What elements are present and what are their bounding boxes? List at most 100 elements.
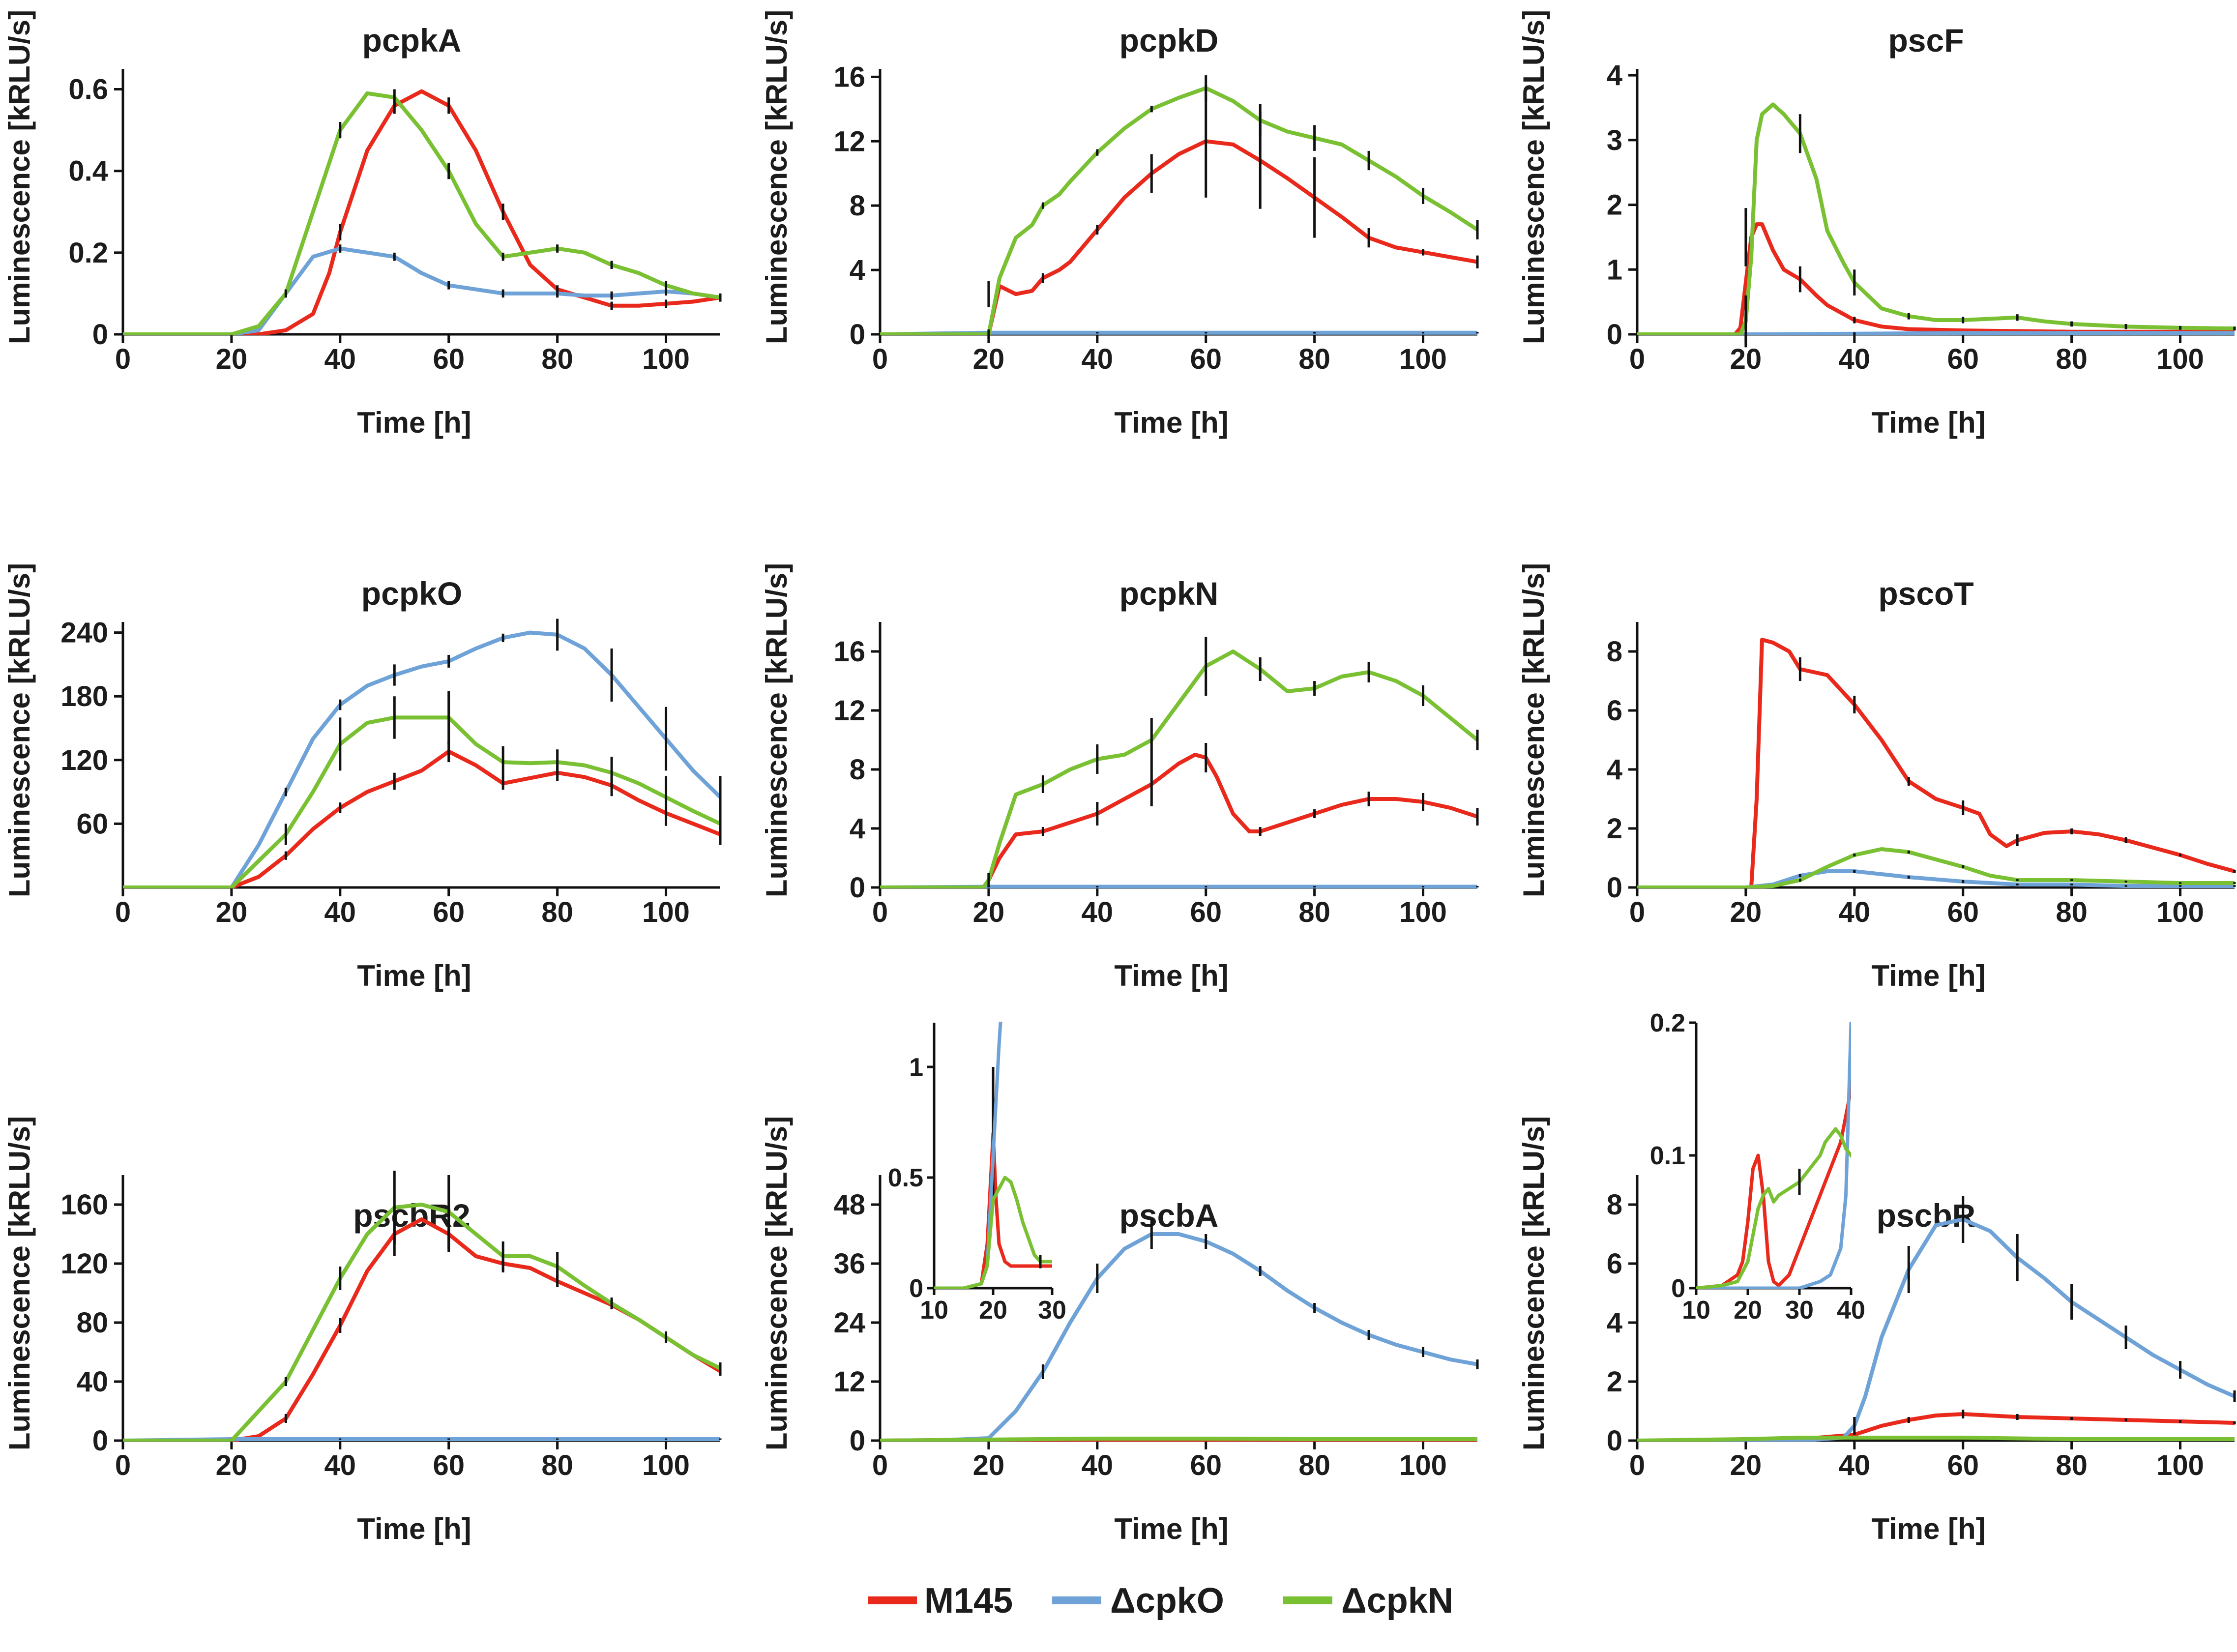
y-axis-label: Luminescence [kRLU/s] (3, 563, 36, 897)
series-line-dcpkn (880, 86, 1477, 335)
y-tick-label: 2 (1607, 813, 1622, 845)
series-dcpko (1637, 869, 2236, 888)
x-tick-label: 60 (433, 1449, 465, 1481)
x-tick-label: 0 (872, 343, 888, 375)
y-tick-label: 12 (833, 695, 865, 727)
series-line-m145 (123, 1217, 720, 1442)
legend-item-dcpko: ΔcpkO (1052, 1581, 1224, 1621)
y-tick-label: 2 (1607, 189, 1622, 221)
x-tick-label: 40 (1082, 896, 1114, 928)
x-tick-label: 20 (973, 896, 1005, 928)
y-tick-label: 6 (1607, 695, 1622, 727)
x-tick-label: 0 (1629, 1449, 1645, 1481)
x-tick-label: 0 (872, 896, 888, 928)
series-line-m145 (1696, 1066, 1851, 1289)
y-tick-label: 48 (833, 1189, 865, 1221)
series-m145 (123, 1212, 722, 1442)
series-line-dcpkn (880, 649, 1477, 888)
series-dcpkn (123, 1171, 722, 1442)
x-tick-label: 60 (1190, 1449, 1222, 1481)
x-tick-label: 80 (2056, 1449, 2088, 1481)
series-line-dcpkn (123, 91, 720, 335)
chart-panel-pcpkn: pcpkN 0 20 40 60 80 100 0 4 8 12 16 Time [h] Luminesc… (760, 563, 1479, 992)
y-tick-label: 0 (1607, 872, 1622, 904)
x-axis-label: Time [h] (357, 406, 471, 439)
x-axis-label: Time [h] (1871, 1512, 1985, 1545)
inset-y-tick-label: 0.2 (1650, 1009, 1685, 1037)
y-tick-label: 0 (1607, 319, 1622, 351)
x-tick-label: 60 (433, 343, 465, 375)
series-line-dcpko (1637, 869, 2235, 888)
chart-title: pscF (1888, 22, 1964, 59)
x-tick-label: 60 (1947, 896, 1979, 928)
x-tick-label: 0 (872, 1449, 888, 1481)
series-m145 (880, 743, 1479, 888)
x-tick-label: 0 (115, 896, 131, 928)
y-tick-label: 80 (76, 1307, 108, 1339)
y-tick-label: 160 (60, 1189, 108, 1221)
series-line-dcpkn (880, 1437, 1477, 1442)
y-tick-label: 1 (1607, 254, 1622, 286)
inset-y-tick-label: 0 (909, 1274, 923, 1303)
y-tick-label: 180 (60, 680, 108, 712)
x-tick-label: 0 (115, 343, 131, 375)
y-tick-label: 4 (1607, 1307, 1622, 1339)
x-tick-label: 80 (2056, 343, 2088, 375)
y-tick-label: 0 (850, 1425, 865, 1457)
series-line-m145 (123, 89, 720, 335)
series-line-dcpkn (1637, 102, 2235, 335)
x-tick-label: 80 (1298, 1449, 1330, 1481)
inset-x-tick-label: 30 (1038, 1296, 1066, 1325)
series-line-dcpkn (934, 1176, 1052, 1289)
chart-title: pcpkO (361, 575, 462, 612)
series-dcpkn (1637, 1436, 2235, 1442)
series-dcpkn (880, 1437, 1477, 1442)
y-tick-label: 3 (1607, 124, 1622, 156)
chart-title: pcpkA (362, 22, 462, 59)
y-tick-label: 0.2 (68, 237, 108, 269)
x-tick-label: 40 (1839, 1449, 1871, 1481)
x-tick-label: 80 (541, 896, 573, 928)
x-tick-label: 100 (642, 343, 690, 375)
inset-series-dcpkn (1696, 1127, 1851, 1289)
inset-background (1696, 1023, 1851, 1288)
inset-y-tick-label: 1 (909, 1053, 923, 1082)
y-tick-label: 0.6 (68, 74, 108, 106)
y-axis-label: Luminescence [kRLU/s] (1517, 1116, 1550, 1450)
series-dcpkn (880, 637, 1479, 888)
x-axis-label: Time [h] (357, 959, 471, 992)
series-line-m145 (1637, 638, 2235, 888)
y-tick-label: 4 (850, 813, 865, 845)
series-line-dcpko (1696, 1022, 1851, 1289)
y-tick-label: 0 (850, 872, 865, 904)
inset-x-tick-label: 10 (920, 1296, 948, 1325)
legend: M145 ΔcpkO ΔcpkN (868, 1581, 1453, 1621)
x-tick-label: 40 (324, 896, 356, 928)
y-axis-label: Luminescence [kRLU/s] (760, 10, 793, 344)
x-tick-label: 20 (973, 343, 1005, 375)
x-tick-label: 80 (1298, 343, 1330, 375)
series-m145 (1637, 208, 2235, 335)
x-tick-label: 40 (1839, 343, 1871, 375)
y-tick-label: 0 (92, 1425, 108, 1457)
y-tick-label: 240 (60, 617, 108, 649)
chart-panel-pcpko: pcpkO 0 20 40 60 80 100 60 120 180 240 Time [h] Lumi… (3, 563, 722, 992)
y-tick-label: 6 (1607, 1248, 1622, 1280)
inset-x-tick-label: 10 (1682, 1296, 1710, 1325)
series-dcpkn (123, 89, 722, 335)
chart-panel-pscot: pscoT 0 20 40 60 80 100 0 2 4 6 8 Time [h] Luminescen… (1517, 563, 2236, 992)
x-tick-label: 40 (1839, 896, 1871, 928)
y-tick-label: 16 (833, 636, 865, 668)
x-tick-label: 20 (216, 1449, 248, 1481)
x-axis-label: Time [h] (1871, 406, 1985, 439)
y-axis-label: Luminescence [kRLU/s] (1517, 10, 1550, 344)
x-tick-label: 60 (433, 896, 465, 928)
y-tick-label: 24 (833, 1307, 865, 1339)
inset-y-tick-label: 0.5 (888, 1164, 923, 1192)
y-axis-label: Luminescence [kRLU/s] (760, 1116, 793, 1450)
x-tick-label: 40 (1082, 1449, 1114, 1481)
series-line-dcpkn (1696, 1127, 1851, 1289)
x-tick-label: 40 (324, 1449, 356, 1481)
x-tick-label: 80 (1298, 896, 1330, 928)
